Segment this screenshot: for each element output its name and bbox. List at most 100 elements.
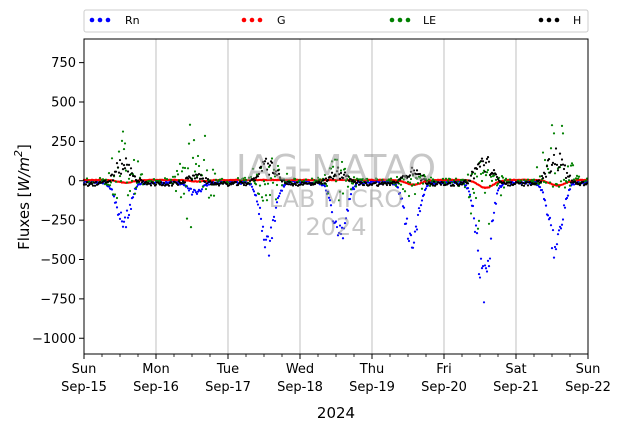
data-point (435, 183, 439, 186)
data-point (584, 179, 588, 182)
data-point (408, 181, 412, 184)
data-point (395, 175, 399, 179)
data-point (257, 172, 261, 175)
data-point (552, 153, 556, 157)
data-point (285, 182, 289, 186)
data-point (398, 191, 402, 195)
data-point (274, 206, 278, 209)
data-point (320, 182, 324, 185)
data-point (114, 170, 118, 173)
data-point (415, 169, 419, 172)
data-point (504, 177, 508, 180)
data-point (477, 219, 481, 222)
data-point (225, 182, 229, 186)
data-point (348, 197, 352, 201)
data-point (121, 130, 125, 133)
data-point (116, 166, 120, 169)
data-point (122, 164, 126, 167)
data-point (188, 123, 192, 126)
data-point (300, 181, 304, 184)
data-point (578, 184, 582, 187)
data-point (530, 178, 534, 182)
data-point (251, 167, 255, 170)
data-point (425, 179, 429, 182)
data-point (560, 124, 564, 127)
data-point (481, 265, 485, 268)
data-point (128, 189, 132, 193)
data-point (280, 184, 284, 187)
data-point (195, 192, 199, 195)
data-point (251, 188, 255, 191)
data-point (152, 182, 156, 185)
data-point (270, 236, 274, 240)
data-point (250, 185, 254, 188)
legend-item-g: G (241, 14, 286, 27)
legend-marker-rn (89, 17, 111, 23)
data-point (242, 183, 246, 187)
data-point (529, 183, 533, 187)
data-point (243, 181, 247, 184)
data-point (478, 165, 482, 168)
data-point (563, 164, 567, 167)
data-point (269, 177, 273, 180)
data-point (366, 179, 370, 182)
data-point (400, 197, 404, 200)
data-point (418, 172, 422, 176)
data-point (484, 161, 488, 164)
series-layer (82, 123, 589, 304)
data-point (409, 170, 413, 173)
data-point (470, 172, 474, 175)
data-point (412, 183, 416, 186)
data-point (481, 160, 485, 163)
data-point (261, 199, 265, 202)
data-point (278, 176, 282, 179)
legend-marker-dot (546, 17, 552, 23)
data-point (471, 187, 475, 191)
data-point (259, 217, 263, 220)
data-point (545, 165, 549, 168)
data-point (193, 170, 197, 173)
data-point (482, 301, 486, 304)
x-tick-label-day: Wed (286, 362, 314, 377)
data-point (189, 226, 193, 229)
data-point (337, 173, 341, 176)
data-point (302, 179, 306, 183)
data-point (539, 180, 543, 183)
data-point (183, 166, 187, 170)
data-point (262, 180, 266, 183)
data-point (472, 177, 476, 180)
y-tick-label: 250 (51, 135, 76, 150)
data-point (551, 185, 555, 188)
data-point (446, 180, 450, 183)
data-point (569, 181, 573, 184)
data-point (508, 184, 512, 187)
data-point (444, 177, 448, 180)
data-point (186, 167, 190, 170)
data-point (401, 187, 405, 191)
data-point (407, 194, 411, 198)
data-point (328, 199, 332, 202)
data-point (298, 179, 302, 182)
x-axis: Sun Sep-15 Mon Sep-16 Tue Sep-17 Wed Sep-18 Thu S… (61, 354, 611, 395)
data-point (551, 228, 555, 232)
data-point (115, 196, 119, 200)
data-point (464, 184, 468, 187)
data-point (488, 257, 492, 260)
data-point (480, 179, 484, 183)
data-point (126, 216, 130, 219)
data-point (273, 219, 277, 223)
watermark-line-2: LAB MICRO (269, 185, 404, 213)
data-point (555, 163, 559, 166)
data-point (264, 238, 268, 241)
data-point (388, 183, 392, 187)
data-point (118, 158, 122, 162)
x-tick-label-day: Thu (359, 362, 384, 377)
data-point (291, 184, 295, 187)
data-point (106, 183, 110, 186)
data-point (180, 170, 184, 173)
data-point (422, 193, 426, 196)
data-point (90, 182, 94, 186)
data-point (340, 226, 344, 229)
data-point (236, 177, 240, 180)
data-point (169, 178, 173, 181)
